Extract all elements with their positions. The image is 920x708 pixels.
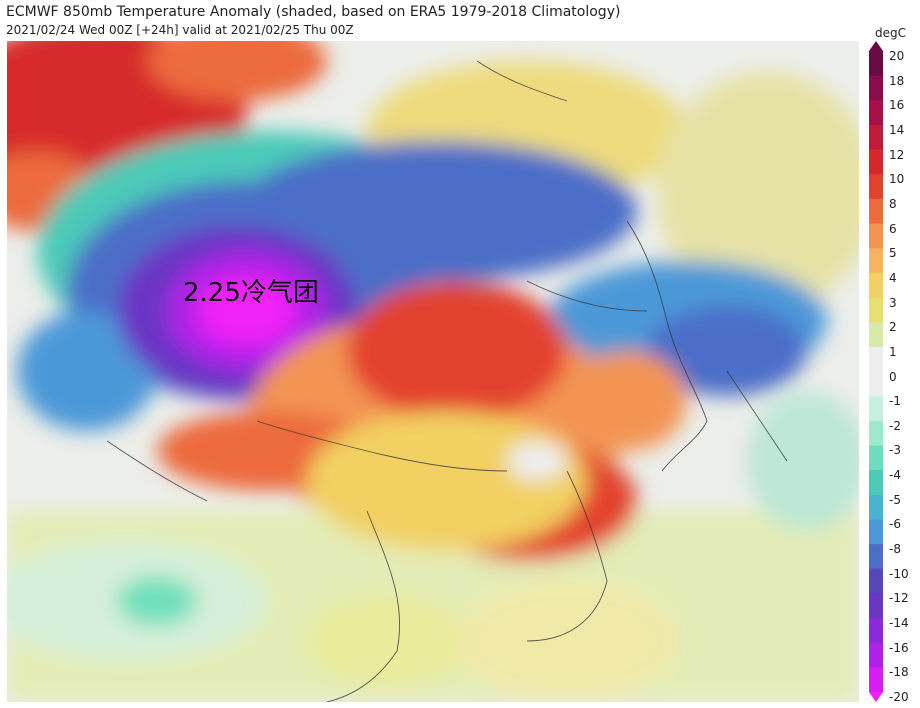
colorbar-tick-label: -1 <box>889 394 901 409</box>
colorbar-tick-label: -20 <box>889 690 909 704</box>
colorbar-tick-label: 3 <box>889 295 897 310</box>
colorbar-swatch <box>869 544 883 570</box>
colorbar-tick-label: 16 <box>889 98 905 113</box>
colorbar-tick-label: 0 <box>889 369 897 384</box>
colorbar-swatch <box>869 420 883 446</box>
colorbar-swatch <box>869 149 883 175</box>
colorbar-unit: degC <box>875 26 906 40</box>
colorbar-tick-label: 18 <box>889 73 905 88</box>
colorbar-tick-label: 10 <box>889 172 905 187</box>
colorbar-swatch <box>869 568 883 594</box>
colorbar-swatch <box>869 75 883 101</box>
colorbar-swatch <box>869 124 883 151</box>
colorbar-tick-label: 14 <box>889 122 905 137</box>
map-valid-time: 2021/02/24 Wed 00Z [+24h] valid at 2021/… <box>6 23 354 37</box>
colorbar-tick-label: 1 <box>889 344 897 359</box>
colorbar-swatch <box>869 248 883 274</box>
temperature-anomaly-map <box>7 41 859 702</box>
colorbar-swatch <box>869 371 883 397</box>
colorbar-tick-label: 2 <box>889 320 897 335</box>
colorbar-tick-label: -14 <box>889 616 909 631</box>
colorbar-tick-label: 6 <box>889 221 897 236</box>
cold-air-mass-label: 2.25冷气团 <box>183 278 319 308</box>
map-title: ECMWF 850mb Temperature Anomaly (shaded,… <box>6 4 621 20</box>
colorbar-tick-label: -4 <box>889 468 901 483</box>
colorbar-tick-label: 20 <box>889 49 905 63</box>
colorbar-swatch <box>869 174 883 200</box>
colorbar-swatch <box>869 519 883 545</box>
anomaly-field <box>7 41 859 702</box>
colorbar-swatch <box>869 470 883 496</box>
colorbar-tick-label: -6 <box>889 517 901 532</box>
colorbar-swatch <box>869 346 883 372</box>
colorbar-tick-label: 12 <box>889 147 905 162</box>
colorbar-tick-label: 8 <box>889 196 897 211</box>
colorbar-swatch <box>869 272 883 299</box>
colorbar-swatch <box>869 445 883 471</box>
colorbar-tick-label: -12 <box>889 591 909 606</box>
colorbar-tick-label: -10 <box>889 566 909 581</box>
colorbar-min-arrow <box>869 692 883 702</box>
colorbar-swatch <box>869 51 883 77</box>
colorbar-tick-label: 4 <box>889 270 897 285</box>
colorbar-tick-label: -3 <box>889 443 901 458</box>
colorbar-max-arrow <box>869 41 883 51</box>
colorbar-swatch <box>869 198 883 225</box>
colorbar-swatch <box>869 618 883 644</box>
colorbar <box>869 41 883 702</box>
colorbar-swatch <box>869 322 883 348</box>
colorbar-tick-label: -16 <box>889 640 909 655</box>
colorbar-swatch <box>869 593 883 619</box>
colorbar-tick-label: -8 <box>889 542 901 557</box>
colorbar-tick-label: -5 <box>889 492 901 507</box>
colorbar-tick-label: -18 <box>889 665 909 680</box>
colorbar-tick-label: -2 <box>889 418 901 433</box>
colorbar-swatch <box>869 100 883 126</box>
colorbar-tick-label: 5 <box>889 246 897 261</box>
colorbar-swatch <box>869 297 883 323</box>
colorbar-swatch <box>869 642 883 668</box>
colorbar-swatch <box>869 396 883 422</box>
colorbar-swatch <box>869 667 883 693</box>
colorbar-swatch <box>869 494 883 520</box>
colorbar-swatch <box>869 223 883 249</box>
